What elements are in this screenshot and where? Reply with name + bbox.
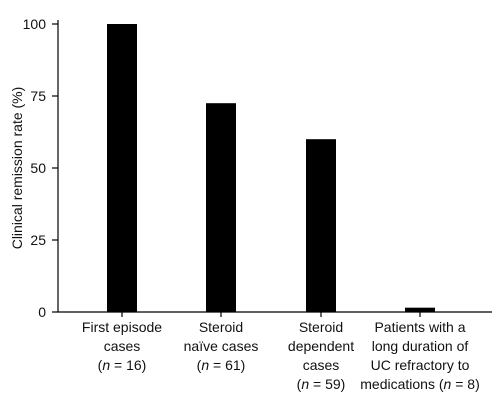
category-n-line: (n = 61) xyxy=(197,357,246,373)
category-label-line: UC refractory to xyxy=(371,357,470,373)
category-n-line: medications (n = 8) xyxy=(360,376,479,392)
category-label-line: Patients with a xyxy=(374,319,465,335)
n-prefix: ( xyxy=(297,376,302,392)
category-label-line: cases xyxy=(303,357,340,373)
n-value: = 8) xyxy=(451,376,479,392)
n-symbol: n xyxy=(444,376,452,392)
y-tick-label: 25 xyxy=(30,232,46,248)
n-value: = 59) xyxy=(309,376,345,392)
y-axis: 0 25 50 75 100 xyxy=(23,16,59,320)
n-symbol: n xyxy=(102,357,110,373)
category-n-line: (n = 16) xyxy=(98,357,147,373)
x-category-label: Patients with a long duration of UC refrac… xyxy=(360,319,479,392)
y-tick-label: 0 xyxy=(38,304,46,320)
n-symbol: n xyxy=(301,376,309,392)
bar xyxy=(405,307,435,312)
n-value: = 16) xyxy=(110,357,146,373)
category-label-line: dependent xyxy=(288,338,354,354)
n-prefix: ( xyxy=(197,357,202,373)
x-axis xyxy=(58,311,492,317)
x-category-label: Steroid naïve cases (n = 61) xyxy=(184,319,259,373)
category-label-line: Steroid xyxy=(299,319,343,335)
category-label-line: long duration of xyxy=(372,338,469,354)
y-tick-label: 75 xyxy=(30,88,46,104)
bar xyxy=(306,139,336,312)
bars xyxy=(107,24,435,312)
bar xyxy=(107,24,137,312)
category-label-line: First episode xyxy=(82,319,162,335)
n-value: = 61) xyxy=(209,357,245,373)
category-label-line: Steroid xyxy=(199,319,243,335)
y-axis-label: Clinical remission rate (%) xyxy=(9,87,25,250)
y-tick-label: 100 xyxy=(23,16,47,32)
category-n-line: (n = 59) xyxy=(297,376,346,392)
n-prefix: ( xyxy=(98,357,103,373)
category-label-line: cases xyxy=(104,338,141,354)
n-prefix: medications ( xyxy=(360,376,444,392)
y-tick-label: 50 xyxy=(30,160,46,176)
n-symbol: n xyxy=(201,357,209,373)
bar xyxy=(206,103,236,312)
category-label-line: naïve cases xyxy=(184,338,259,354)
